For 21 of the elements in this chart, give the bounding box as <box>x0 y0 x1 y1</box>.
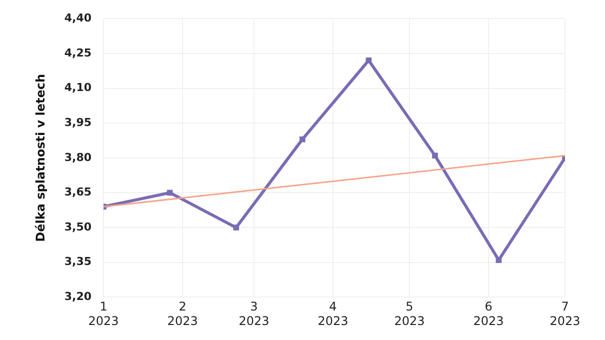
y-tick-label: 3,35 <box>64 255 92 268</box>
point <box>166 190 173 196</box>
y-tick-label: 3,50 <box>64 220 92 234</box>
y-tick-label: 4,25 <box>64 46 92 60</box>
point <box>432 152 438 158</box>
y-tick-label: 3,65 <box>64 186 92 199</box>
y-tick-label: 4,10 <box>64 81 92 94</box>
y-tick-label: 4,40 <box>64 11 92 24</box>
x-tick-label: 5 2023 <box>394 300 425 328</box>
y-axis-title: Délka splatnosti v letech <box>33 74 48 242</box>
y-tick-label: 3,95 <box>64 116 92 129</box>
x-tick-label: 4 2023 <box>318 300 348 328</box>
x-tick-label: 7 2023 <box>550 300 580 328</box>
y-tick-label: 3,80 <box>64 150 92 164</box>
point <box>299 136 306 142</box>
point <box>233 224 240 230</box>
point <box>366 57 372 64</box>
x-tick-label: 2 2023 <box>167 300 198 328</box>
x-tick-label: 6 2023 <box>473 300 504 328</box>
point <box>496 257 502 263</box>
x-tick-label: 3 2023 <box>238 300 270 328</box>
